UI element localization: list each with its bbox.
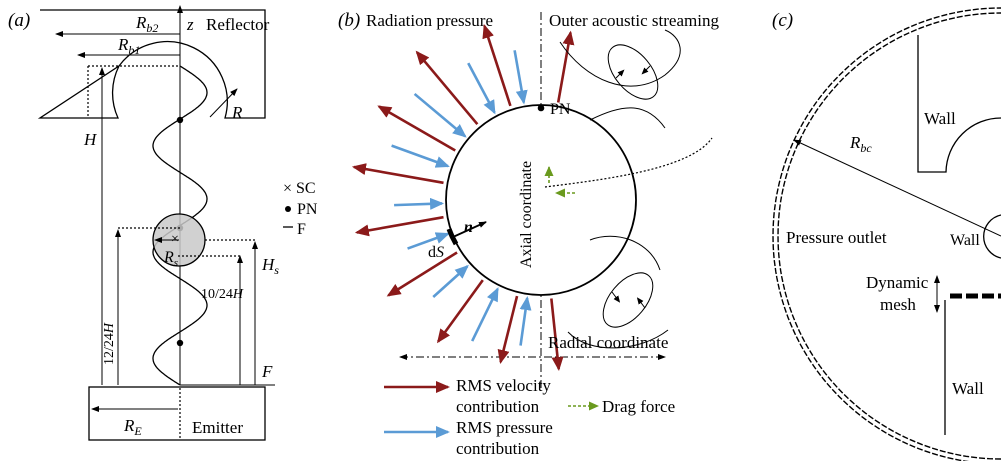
sphere (445, 104, 637, 296)
pressure-node (176, 339, 184, 347)
normal-arrow (452, 221, 487, 238)
reflector-label: Reflector (206, 15, 270, 34)
velocity-contribution-arrow (556, 30, 575, 103)
outer-streaming-label: Outer acoustic streaming (549, 11, 719, 30)
velocity-contribution-arrow (436, 279, 484, 344)
velocity-contribution-arrow (550, 298, 564, 372)
velocity-contribution-arrow (354, 215, 444, 237)
velocity-contribution-arrow (497, 295, 519, 364)
frac10-label: 10/24H (201, 287, 244, 302)
n-label: n (464, 219, 473, 236)
legend-pn: PN (297, 201, 318, 218)
h-label: H (83, 130, 98, 149)
emitter-label: Emitter (192, 418, 243, 437)
trajectory (544, 137, 713, 188)
reflector-outline (37, 9, 266, 119)
pressure-contribution-arrow (513, 50, 528, 105)
velocity-contribution-arrow (415, 50, 479, 125)
legend-sc: × SC (283, 180, 316, 197)
wall-top-label: Wall (924, 109, 956, 128)
velocity-contribution-arrow (377, 105, 456, 152)
r-label: R (231, 103, 243, 122)
panel-b: (b) Radiation pressure Outer acoustic st… (338, 10, 719, 458)
re-label: RE (123, 416, 142, 438)
pressure-contribution-arrow (432, 264, 469, 298)
pressure-contribution-arrow (467, 62, 496, 115)
mesh-label: mesh (880, 295, 916, 314)
pressure-node (176, 116, 184, 124)
panel-a: (a) Reflector z Rb2 Rb1 R × Rs (8, 5, 318, 441)
legend-pressure-1: RMS pressure (456, 418, 553, 437)
top-wall (917, 35, 1001, 173)
pressure-contribution-arrow (413, 92, 467, 138)
vortex-loop (607, 44, 659, 100)
force-arrows (351, 24, 575, 372)
vortex-loop (602, 272, 654, 328)
emitter-outline (88, 386, 266, 441)
velocity-contribution-arrow (351, 163, 444, 185)
pressure-contribution-arrow (407, 232, 450, 250)
pn-dot (537, 104, 545, 112)
rbc-arrow (793, 139, 1001, 237)
velocity-contribution-arrow (482, 24, 512, 107)
streamline (567, 329, 669, 349)
panel-c: (c) Wall Wall Rbc Pressure outlet Dynami… (772, 7, 1001, 461)
frac12-label: 12/24H (102, 322, 117, 365)
radiation-pressure-label: Radiation pressure (366, 11, 493, 30)
small-sphere (983, 214, 1001, 259)
rs-label: Rs (163, 249, 178, 269)
z-label: z (186, 15, 194, 34)
legend-velocity-1: RMS velocity (456, 376, 551, 395)
pn-label: PN (550, 101, 571, 118)
rbc-label: Rbc (849, 133, 872, 155)
streamline (589, 107, 666, 129)
axial-label: Axial coordinate (518, 161, 535, 268)
hs-label: Hs (261, 255, 279, 277)
velocity-contribution-arrow (386, 251, 458, 297)
legend-velocity-2: contribution (456, 397, 540, 416)
legend-drag: Drag force (602, 397, 675, 416)
pressure-outlet-arc-outer (772, 7, 1001, 461)
dynamic-label: Dynamic (866, 273, 929, 292)
legend-f: F (297, 221, 306, 238)
rb2-label: Rb2 (135, 13, 158, 35)
rb1-label: Rb1 (117, 35, 140, 57)
pressure-outlet-arc-inner (777, 12, 1001, 460)
wall-mid-label: Wall (950, 232, 980, 249)
legend-pn-dot (285, 206, 291, 212)
streamline (589, 235, 661, 271)
ds-segment (446, 228, 459, 246)
ds-label: dS (428, 244, 444, 261)
f-label: F (261, 362, 273, 381)
legend-pressure-2: contribution (456, 439, 540, 458)
pressure-contribution-arrow (394, 197, 445, 210)
wall-bottom-label: Wall (952, 379, 984, 398)
streamline (559, 29, 681, 87)
pressure-contribution-arrow (391, 144, 450, 168)
pressure-contribution-arrow (471, 287, 499, 342)
r-arrow (209, 88, 238, 118)
panel-a-label: (a) (8, 10, 30, 31)
pressure-contribution-arrow (519, 296, 532, 346)
pressure-outlet-label: Pressure outlet (786, 228, 887, 247)
radial-label: Radial coordinate (548, 333, 668, 352)
panel-b-label: (b) (338, 10, 360, 31)
panel-c-label: (c) (772, 10, 793, 31)
